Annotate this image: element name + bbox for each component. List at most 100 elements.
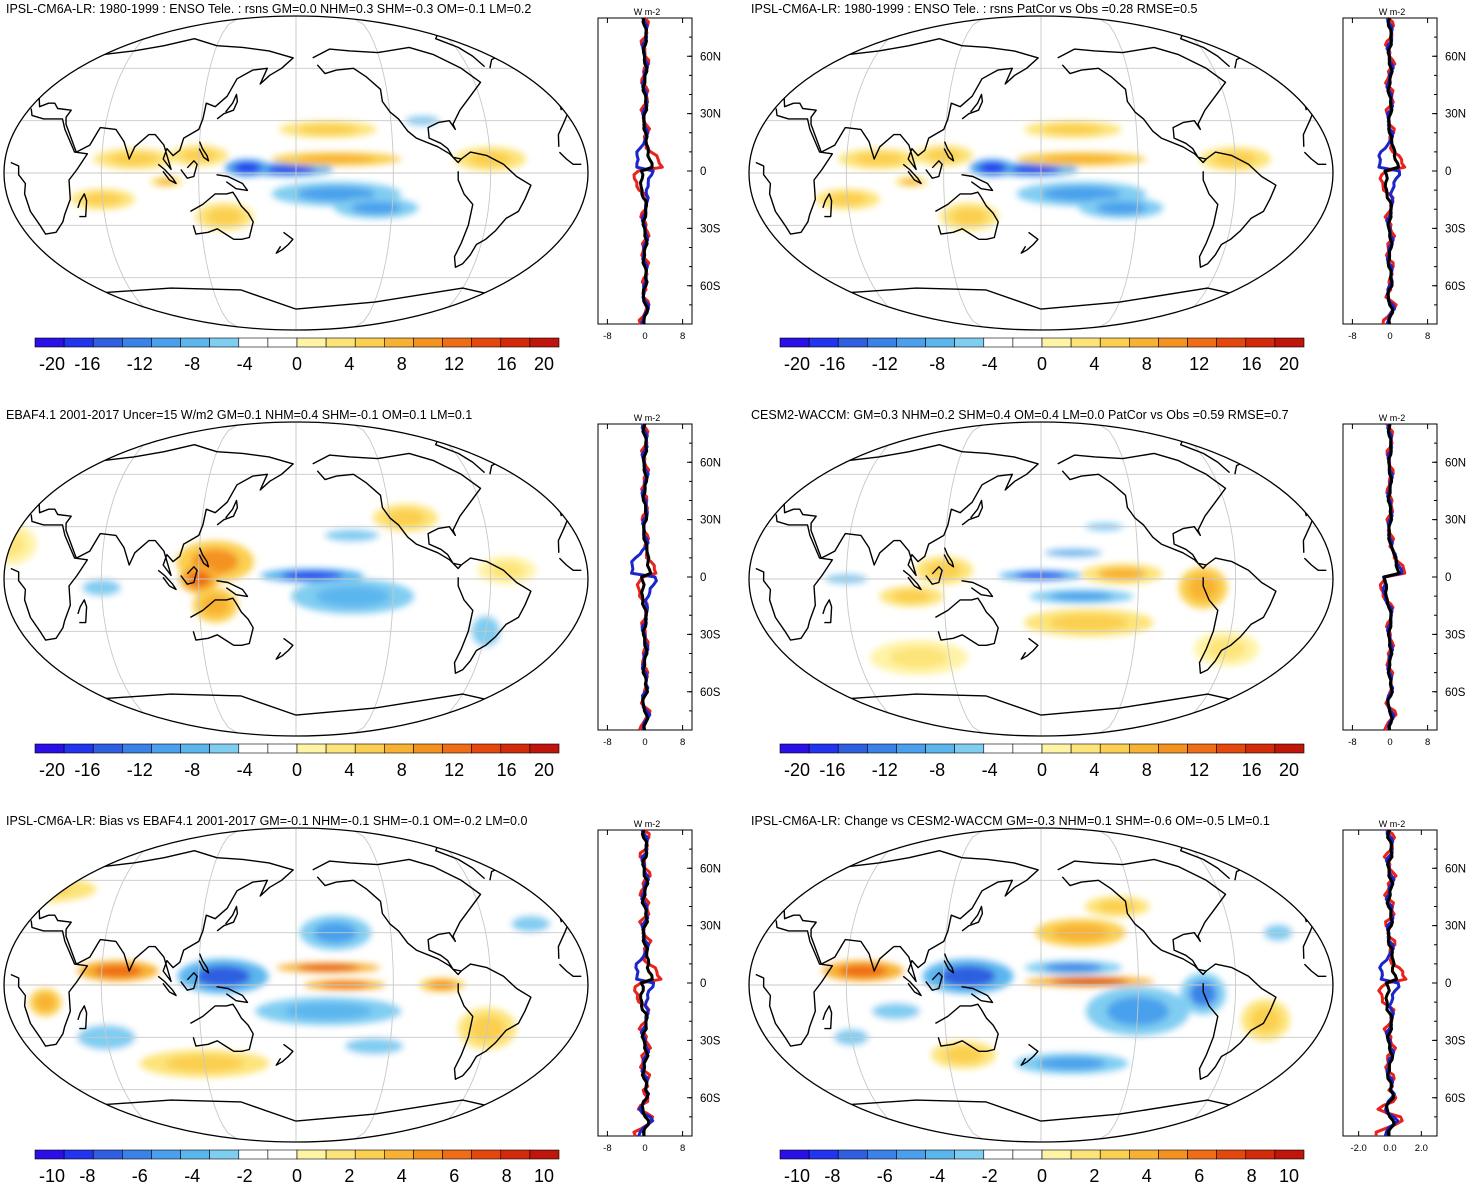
colorbar-label: -8 [929, 354, 945, 374]
coastline [961, 174, 994, 192]
coastline [453, 963, 532, 1080]
meridian-line [943, 16, 988, 330]
anomaly-core [233, 162, 261, 173]
colorbar-swatch [1245, 1149, 1276, 1160]
colorbar-swatch [983, 337, 1014, 348]
anomaly-core [1037, 1057, 1106, 1070]
colorbar-swatch [1012, 1149, 1043, 1160]
x-tick-label: 8 [680, 331, 685, 342]
colorbar-swatch [1216, 337, 1247, 348]
map-outline [748, 827, 1334, 1143]
colorbar-label: -10 [39, 1166, 65, 1186]
coastline [515, 463, 530, 469]
coastline [1260, 463, 1275, 469]
coastline [216, 905, 239, 932]
anomaly-core [281, 571, 344, 580]
colorbar-label: 20 [1279, 354, 1299, 374]
colorbar-swatch [63, 743, 94, 754]
meridian-line [1094, 828, 1139, 1142]
coastline [190, 191, 254, 240]
colorbar-swatch [442, 1149, 472, 1160]
colorbar-label: 20 [534, 760, 554, 780]
colorbar-swatch [1012, 743, 1043, 754]
lat-tick-label: 30S [700, 223, 721, 235]
map [3, 15, 589, 331]
coastline [961, 580, 994, 598]
lat-tick-label: 30S [1445, 629, 1466, 641]
anomaly-core [109, 152, 159, 166]
anomaly-core [43, 201, 68, 215]
anomaly-core [35, 994, 55, 1011]
colorbar-swatch [209, 337, 240, 348]
anomaly-core [489, 561, 525, 579]
panel-f: IPSL-CM6A-LR: Change vs CESM2-WACCM GM=-… [745, 812, 1483, 1202]
zonal-units: W m-2 [1379, 7, 1406, 17]
zonal-curve-mean [639, 829, 654, 1137]
lat-tick-label: 60N [1445, 51, 1466, 63]
coastline [198, 953, 210, 974]
colorbar-label: -8 [929, 760, 945, 780]
meridian-line [349, 16, 394, 330]
zonal-units: W m-2 [1379, 413, 1406, 423]
anomaly-core [297, 154, 376, 164]
map [748, 15, 1334, 331]
colorbar-swatch [954, 743, 985, 754]
colorbar-swatch [1187, 743, 1217, 754]
colorbar-swatch [296, 1149, 327, 1160]
colorbar-label: 16 [1242, 760, 1262, 780]
colorbar-swatch [471, 1149, 502, 1160]
zonal-mean-plot: W m-2 60N 30N 0 30S 60S -8 0 8 [597, 819, 721, 1154]
colorbar-swatch [1012, 337, 1043, 348]
colorbar-swatch [779, 337, 810, 348]
colorbar-swatch [1274, 743, 1305, 754]
colorbar-swatch [413, 1149, 443, 1160]
coastline [925, 160, 943, 179]
colorbar-swatch [1216, 1149, 1247, 1160]
panel-a: IPSL-CM6A-LR: 1980-1999 : ENSO Tele. : r… [0, 0, 740, 390]
anomaly-core [892, 590, 932, 603]
coastline [1057, 858, 1227, 976]
colorbar-label: -8 [79, 1166, 95, 1186]
anomaly-core [201, 594, 229, 616]
coastline [216, 986, 249, 1004]
anomaly-core [298, 124, 358, 135]
colorbar-swatch [1274, 337, 1305, 348]
colorbar-swatch [925, 337, 955, 348]
x-tick-label: -8 [1348, 331, 1356, 342]
meridian-line [402, 422, 492, 736]
map-outline [3, 15, 589, 331]
colorbar-swatch [1099, 743, 1130, 754]
coastline [1020, 231, 1039, 254]
meridian-line [845, 422, 935, 736]
x-tick-label: -2.0 [1350, 1143, 1366, 1154]
colorbar-label: -12 [872, 354, 898, 374]
coastline [157, 163, 177, 185]
coastline [453, 557, 532, 674]
colorbar-label: -10 [784, 1166, 810, 1186]
coastline [961, 905, 984, 932]
x-tick-label: -8 [603, 1143, 611, 1154]
lat-tick-label: 60N [700, 51, 721, 63]
anomaly-core [1042, 154, 1121, 164]
colorbar-swatch [925, 743, 955, 754]
colorbar-label: -6 [132, 1166, 148, 1186]
x-tick-label: -8 [603, 737, 611, 748]
anomaly-core [1050, 978, 1129, 985]
anomaly-core [386, 509, 425, 527]
colorbar-swatch [896, 743, 926, 754]
coastline [1260, 869, 1275, 875]
anomaly-core [944, 1046, 984, 1064]
colorbar-swatch [954, 1149, 985, 1160]
colorbar-label: -8 [184, 354, 200, 374]
map [3, 827, 589, 1143]
zonal-mean-plot: W m-2 60N 30N 0 30S 60S -8 0 8 [597, 7, 721, 342]
colorbar-swatch [63, 1149, 94, 1160]
lat-tick-label: 60N [700, 457, 721, 469]
colorbar-swatch [896, 337, 926, 348]
coastline [550, 883, 560, 894]
colorbar-swatch [1070, 1149, 1101, 1160]
panel-title: CESM2-WACCM: GM=0.3 NHM=0.2 SHM=0.4 OM=0… [751, 408, 1289, 422]
colorbar-label: 0 [292, 1166, 302, 1186]
colorbar-swatch [779, 1149, 810, 1160]
colorbar-swatch [413, 743, 443, 754]
